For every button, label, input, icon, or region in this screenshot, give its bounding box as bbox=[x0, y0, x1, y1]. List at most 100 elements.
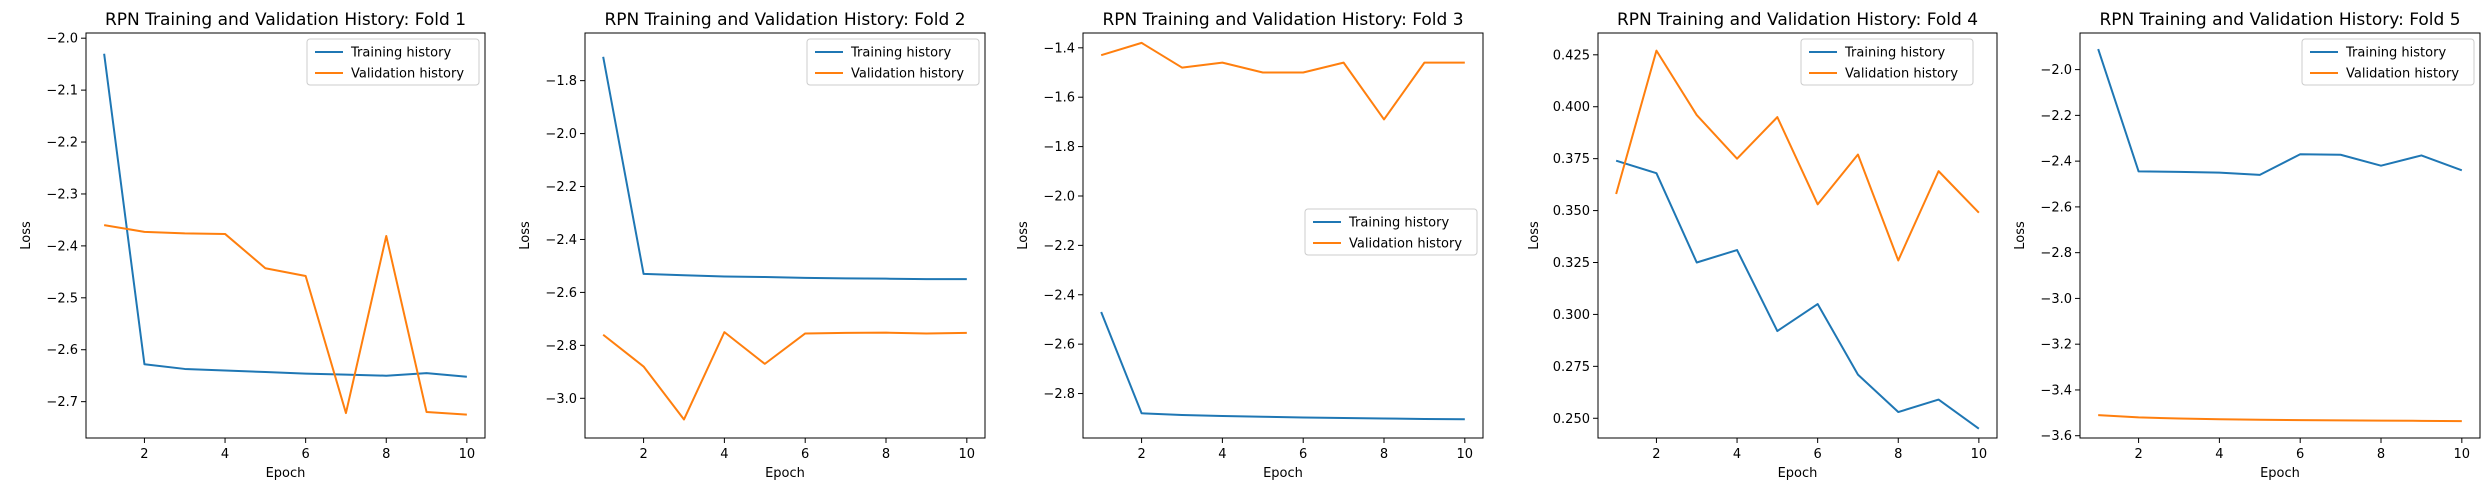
y-tick-label: −2.2 bbox=[2040, 109, 2072, 124]
series-line-training bbox=[103, 53, 467, 378]
y-tick-label: −2.6 bbox=[2040, 200, 2072, 215]
y-tick-label: 0.350 bbox=[1553, 204, 1590, 219]
y-axis-label: Loss bbox=[2013, 221, 2028, 250]
y-axis-label: Loss bbox=[518, 221, 533, 250]
series-line-training bbox=[1100, 311, 1465, 421]
y-tick-label: −2.4 bbox=[46, 239, 78, 254]
axes-frame bbox=[2079, 32, 2481, 439]
legend: Training history Validation history bbox=[1800, 38, 1974, 86]
legend: Training history Validation history bbox=[806, 38, 980, 86]
legend-label-validation: Validation history bbox=[2346, 67, 2459, 82]
y-tick-label: −1.6 bbox=[1043, 91, 1075, 106]
y-tick-label: −2.4 bbox=[2040, 155, 2072, 170]
y-tick-label: −2.0 bbox=[545, 127, 577, 142]
x-tick-label: 10 bbox=[2454, 447, 2471, 462]
y-tick-label: −2.3 bbox=[46, 187, 78, 202]
y-tick-label: −2.7 bbox=[46, 395, 78, 410]
legend-box bbox=[1304, 208, 1478, 256]
x-tick-label: 10 bbox=[959, 447, 976, 462]
chart-title: RPN Training and Validation History: Fol… bbox=[604, 10, 965, 30]
series-line-training bbox=[2097, 48, 2463, 176]
x-tick-label: 10 bbox=[459, 447, 476, 462]
y-axis-label: Loss bbox=[19, 221, 34, 250]
x-tick-label: 6 bbox=[1299, 447, 1307, 462]
x-tick-label: 4 bbox=[221, 447, 229, 462]
y-tick-label: 0.300 bbox=[1553, 308, 1590, 323]
x-tick-label: 2 bbox=[2134, 447, 2142, 462]
x-tick-label: 8 bbox=[882, 447, 890, 462]
y-tick-label: 0.325 bbox=[1553, 256, 1590, 271]
x-axis-label: Epoch bbox=[765, 466, 805, 481]
x-tick-label: 6 bbox=[302, 447, 310, 462]
legend-label-training: Training history bbox=[850, 46, 951, 61]
legend-label-validation: Validation history bbox=[1845, 67, 1958, 82]
x-tick-label: 4 bbox=[1218, 447, 1226, 462]
chart-panel-5: RPN Training and Validation History: Fol… bbox=[2013, 10, 2481, 481]
x-tick-label: 6 bbox=[801, 447, 809, 462]
axes-frame bbox=[85, 32, 486, 439]
x-axis-label: Epoch bbox=[2260, 466, 2300, 481]
y-tick-label: −2.0 bbox=[2040, 63, 2072, 78]
y-tick-label: −2.8 bbox=[545, 339, 577, 354]
y-tick-label: −3.0 bbox=[2040, 292, 2072, 307]
y-tick-label: 0.375 bbox=[1553, 152, 1590, 167]
series-line-validation bbox=[103, 224, 467, 416]
chart-title: RPN Training and Validation History: Fol… bbox=[1617, 10, 1978, 30]
y-tick-label: −1.8 bbox=[1043, 140, 1075, 155]
x-tick-label: 2 bbox=[1652, 447, 1660, 462]
legend-label-validation: Validation history bbox=[851, 67, 964, 82]
y-tick-label: −1.8 bbox=[545, 74, 577, 89]
legend-label-training: Training history bbox=[2345, 46, 2446, 61]
x-tick-label: 8 bbox=[1894, 447, 1902, 462]
y-tick-label: −2.8 bbox=[1043, 387, 1075, 402]
x-tick-label: 6 bbox=[2296, 447, 2304, 462]
y-tick-label: −2.5 bbox=[46, 291, 78, 306]
y-tick-label: 0.275 bbox=[1553, 360, 1590, 375]
x-tick-label: 8 bbox=[1380, 447, 1388, 462]
y-tick-label: −2.4 bbox=[545, 233, 577, 248]
y-tick-label: 0.250 bbox=[1553, 412, 1590, 427]
y-tick-label: −2.0 bbox=[46, 32, 78, 47]
chart-title: RPN Training and Validation History: Fol… bbox=[2099, 10, 2460, 30]
y-tick-label: −2.2 bbox=[46, 136, 78, 151]
legend-label-validation: Validation history bbox=[1349, 237, 1462, 252]
x-tick-label: 8 bbox=[382, 447, 390, 462]
chart-panel-1: RPN Training and Validation History: Fol… bbox=[19, 10, 486, 481]
axes-frame bbox=[1082, 32, 1484, 439]
x-tick-label: 10 bbox=[1457, 447, 1474, 462]
legend: Training history Validation history bbox=[2301, 38, 2475, 86]
legend: Training history Validation history bbox=[1304, 208, 1478, 256]
y-tick-label: −3.0 bbox=[545, 392, 577, 407]
legend-label-training: Training history bbox=[350, 46, 451, 61]
chart-panel-2: RPN Training and Validation History: Fol… bbox=[518, 10, 986, 481]
series-line-validation bbox=[602, 331, 967, 421]
x-tick-label: 6 bbox=[1814, 447, 1822, 462]
x-tick-label: 2 bbox=[140, 447, 148, 462]
y-tick-label: 0.400 bbox=[1553, 100, 1590, 115]
y-tick-label: −1.4 bbox=[1043, 41, 1075, 56]
y-tick-label: −3.2 bbox=[2040, 338, 2072, 353]
y-axis-label: Loss bbox=[1016, 221, 1031, 250]
axes-frame bbox=[584, 32, 986, 439]
y-tick-label: −2.6 bbox=[46, 343, 78, 358]
legend-box bbox=[306, 38, 480, 86]
series-line-validation bbox=[1615, 49, 1980, 262]
chart-title: RPN Training and Validation History: Fol… bbox=[105, 10, 466, 30]
y-tick-label: −2.6 bbox=[545, 286, 577, 301]
legend-label-training: Training history bbox=[1844, 46, 1945, 61]
y-tick-label: −2.8 bbox=[2040, 246, 2072, 261]
x-tick-label: 4 bbox=[1733, 447, 1741, 462]
chart-panel-4: RPN Training and Validation History: Fol… bbox=[1527, 10, 1998, 481]
legend-box bbox=[1800, 38, 1974, 86]
y-tick-label: −2.2 bbox=[1043, 239, 1075, 254]
axes-frame bbox=[1597, 32, 1998, 439]
y-tick-label: −2.6 bbox=[1043, 338, 1075, 353]
legend-label-training: Training history bbox=[1348, 216, 1449, 231]
x-axis-label: Epoch bbox=[266, 466, 306, 481]
y-tick-label: −3.4 bbox=[2040, 383, 2072, 398]
legend-label-validation: Validation history bbox=[351, 67, 464, 82]
y-tick-label: −2.2 bbox=[545, 180, 577, 195]
y-tick-label: −2.4 bbox=[1043, 288, 1075, 303]
y-tick-label: −2.0 bbox=[1043, 189, 1075, 204]
